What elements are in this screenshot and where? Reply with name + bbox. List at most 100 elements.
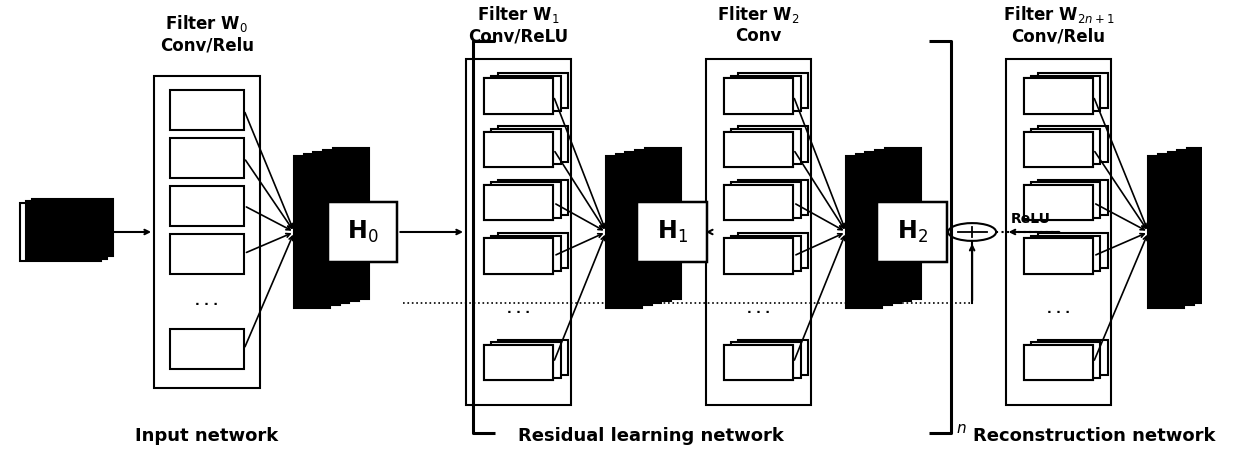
Bar (1024, 345, 1094, 380)
Bar (26, 201, 107, 259)
Bar (170, 329, 244, 369)
Bar (498, 73, 568, 108)
Bar (1024, 78, 1094, 114)
Text: Input: Input (40, 225, 81, 239)
Bar (1038, 340, 1107, 375)
Bar (498, 126, 568, 162)
Bar (625, 152, 661, 303)
Bar (738, 73, 807, 108)
Bar (1030, 182, 1100, 218)
Bar (606, 156, 642, 308)
Bar (724, 238, 794, 274)
Bar (637, 202, 707, 262)
Text: Conv/Relu: Conv/Relu (160, 36, 254, 54)
Bar (724, 345, 794, 380)
Bar (484, 238, 553, 274)
Bar (484, 78, 553, 114)
Bar (484, 78, 553, 114)
Text: . . .: . . . (195, 295, 218, 308)
Bar (724, 185, 794, 220)
Bar (491, 342, 560, 378)
Bar (616, 154, 652, 305)
Bar (1158, 154, 1194, 305)
Text: Filter W$_0$: Filter W$_0$ (165, 13, 248, 34)
Bar (878, 202, 947, 262)
Bar (304, 154, 340, 305)
Bar (332, 148, 368, 299)
Bar (491, 182, 560, 218)
Bar (1038, 73, 1107, 108)
Text: Filter W$_{2n+1}$: Filter W$_{2n+1}$ (1003, 4, 1115, 25)
Bar (645, 148, 681, 299)
Text: Conv/ReLU: Conv/ReLU (469, 27, 569, 45)
Text: $\mathbf{H}_{1}$: $\mathbf{H}_{1}$ (657, 219, 688, 245)
Bar (732, 75, 801, 111)
Text: . . .: . . . (507, 303, 531, 316)
Bar (732, 235, 801, 271)
Bar (1006, 58, 1111, 405)
Bar (314, 152, 350, 303)
Text: Input network: Input network (135, 427, 278, 445)
Bar (170, 138, 244, 178)
Bar (498, 340, 568, 375)
Bar (1038, 233, 1107, 268)
Bar (724, 238, 794, 274)
Bar (170, 234, 244, 274)
Bar (1024, 132, 1094, 167)
Bar (1024, 185, 1094, 220)
Bar (1030, 75, 1100, 111)
Text: Conv/Relu: Conv/Relu (1012, 27, 1106, 45)
Bar (491, 235, 560, 271)
Bar (1024, 185, 1094, 220)
Bar (484, 238, 553, 274)
Bar (732, 182, 801, 218)
Bar (738, 340, 807, 375)
Bar (738, 180, 807, 215)
Bar (1024, 345, 1094, 380)
Bar (31, 199, 113, 256)
Bar (324, 150, 360, 301)
Bar (327, 202, 398, 262)
Text: Filter W$_1$: Filter W$_1$ (477, 4, 560, 25)
Bar (294, 156, 330, 308)
Bar (484, 185, 553, 220)
Bar (1024, 238, 1094, 274)
Bar (20, 203, 102, 261)
Bar (1187, 148, 1223, 299)
Bar (154, 76, 259, 388)
Bar (724, 132, 794, 167)
Text: ReLU: ReLU (1011, 212, 1050, 226)
Bar (1030, 235, 1100, 271)
Bar (1024, 132, 1094, 167)
Bar (884, 148, 920, 299)
Bar (498, 180, 568, 215)
Bar (846, 156, 882, 308)
Text: $\mathbf{H}_{2}$: $\mathbf{H}_{2}$ (897, 219, 928, 245)
Bar (738, 233, 807, 268)
Text: . . .: . . . (1047, 303, 1070, 316)
Bar (724, 345, 794, 380)
Bar (724, 78, 794, 114)
Bar (732, 129, 801, 165)
Bar (484, 132, 553, 167)
Bar (635, 150, 671, 301)
Text: Residual learning network: Residual learning network (517, 427, 784, 445)
Bar (170, 186, 244, 226)
Bar (1168, 152, 1204, 303)
Bar (491, 75, 560, 111)
Bar (170, 90, 244, 130)
Bar (724, 132, 794, 167)
Text: Fliter W$_2$: Fliter W$_2$ (717, 4, 800, 25)
Bar (724, 185, 794, 220)
Bar (1030, 342, 1100, 378)
Bar (484, 185, 553, 220)
Bar (1030, 129, 1100, 165)
Bar (466, 58, 572, 405)
Text: n: n (956, 421, 966, 436)
Bar (875, 150, 911, 301)
Text: . . .: . . . (746, 303, 770, 316)
Bar (1038, 180, 1107, 215)
Bar (1148, 156, 1184, 308)
Bar (724, 78, 794, 114)
Bar (1038, 126, 1107, 162)
